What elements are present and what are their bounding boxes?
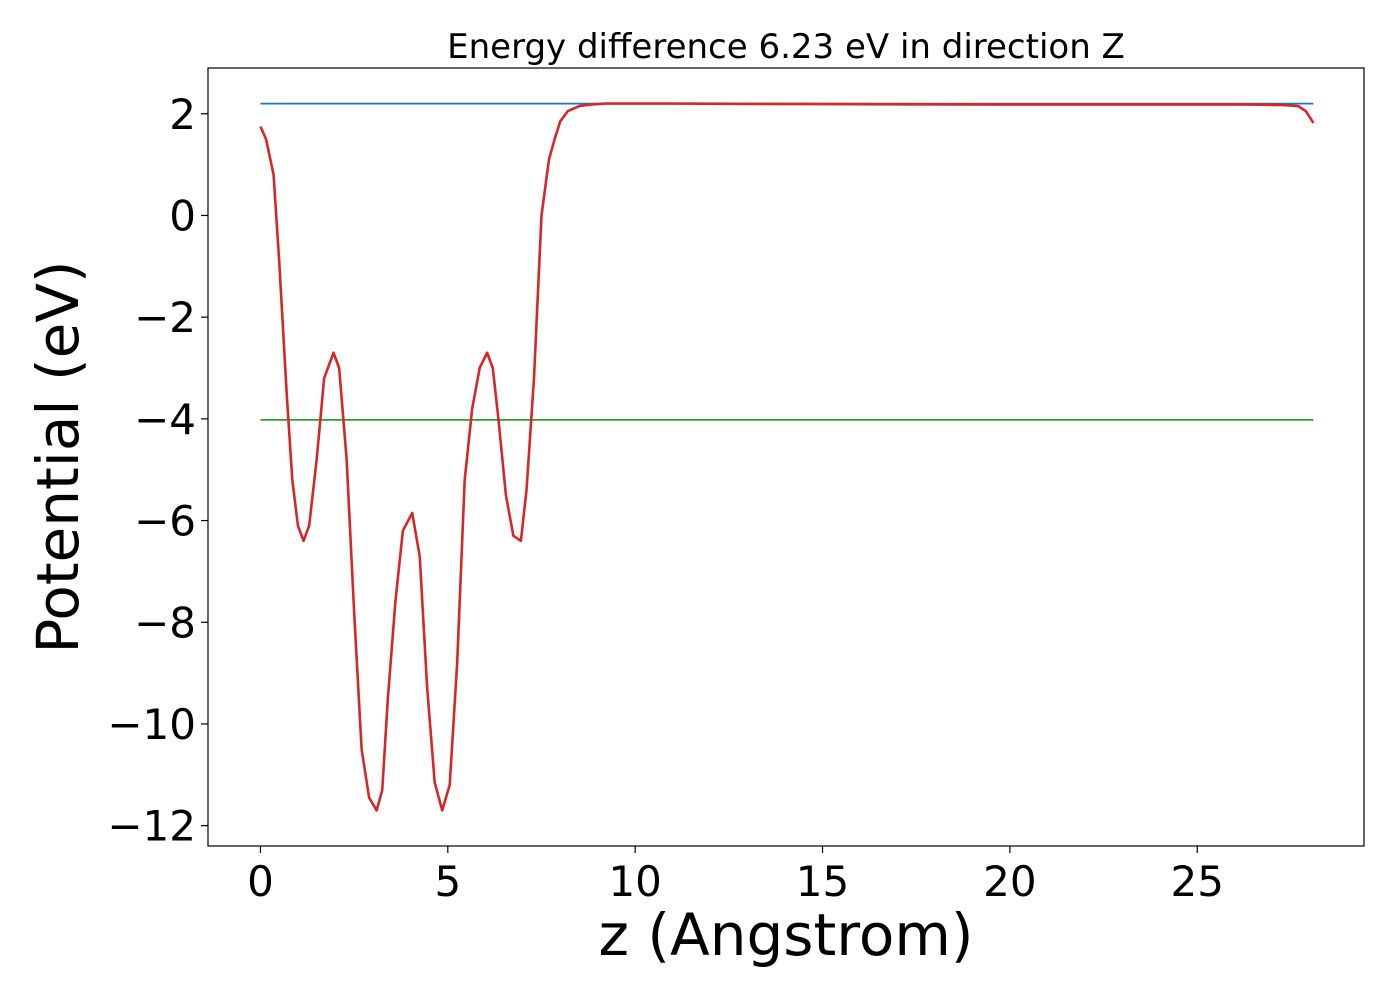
y-tick-label: 2 <box>169 90 196 139</box>
axes-frame <box>207 67 1365 847</box>
y-axis-label: Potential (eV) <box>24 260 92 653</box>
y-tick-label: 0 <box>169 191 196 240</box>
y-tick-label: −12 <box>107 802 196 851</box>
x-tick-label: 15 <box>796 857 849 906</box>
y-tick-label: −6 <box>134 497 196 546</box>
y-tick-label: −2 <box>134 293 196 342</box>
y-tick-label: −8 <box>134 598 196 647</box>
y-tick-label: −4 <box>134 395 196 444</box>
x-axis: 0 5 10 15 20 25 <box>247 846 1224 906</box>
x-tick-label: 25 <box>1171 857 1224 906</box>
y-axis: 2 0 −2 −4 −6 −8 −10 −12 <box>107 90 208 851</box>
plot-area <box>259 102 1315 812</box>
x-tick-label: 20 <box>983 857 1036 906</box>
x-tick-label: 10 <box>608 857 661 906</box>
x-tick-label: 5 <box>434 857 461 906</box>
series-line-3 <box>259 102 1315 812</box>
chart-title: Energy difference 6.23 eV in direction Z <box>447 27 1125 67</box>
x-axis-label: z (Angstrom) <box>599 901 974 969</box>
y-tick-label: −10 <box>107 700 196 749</box>
x-tick-label: 0 <box>247 857 274 906</box>
